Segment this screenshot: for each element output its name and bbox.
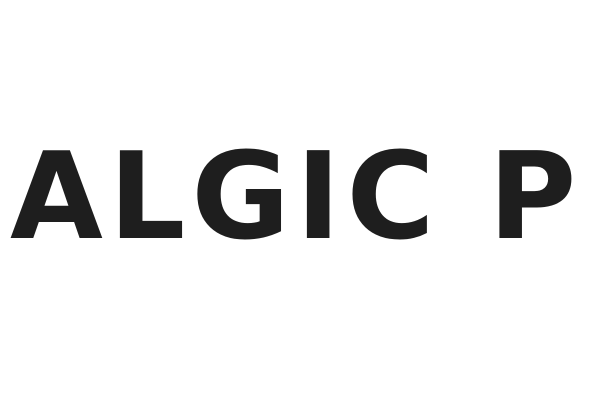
wordmark-text: ALGIC P: [10, 128, 583, 267]
